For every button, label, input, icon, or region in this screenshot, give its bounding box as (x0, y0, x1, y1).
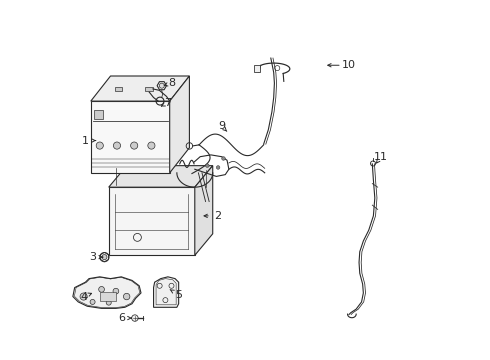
Text: 10: 10 (342, 60, 356, 70)
Text: 8: 8 (168, 78, 175, 88)
Bar (254, 64, 260, 72)
Circle shape (131, 142, 138, 149)
Text: 4: 4 (80, 292, 87, 302)
Circle shape (96, 142, 103, 149)
Polygon shape (109, 166, 213, 187)
Polygon shape (73, 277, 141, 309)
Text: 2: 2 (215, 211, 221, 221)
Circle shape (148, 142, 155, 149)
Polygon shape (91, 101, 170, 173)
Bar (94, 110, 102, 119)
Text: 6: 6 (118, 313, 125, 323)
Circle shape (221, 157, 225, 160)
Text: 7: 7 (164, 98, 171, 108)
Circle shape (100, 252, 109, 262)
Text: 5: 5 (175, 290, 182, 300)
Polygon shape (170, 76, 190, 173)
Polygon shape (153, 277, 179, 307)
Polygon shape (109, 187, 195, 255)
Circle shape (205, 164, 209, 167)
Circle shape (106, 300, 111, 305)
Circle shape (80, 293, 87, 300)
Polygon shape (91, 76, 190, 101)
Bar (145, 87, 153, 91)
Circle shape (102, 255, 107, 260)
Bar (116, 87, 122, 91)
Circle shape (90, 300, 95, 305)
Text: 1: 1 (82, 136, 89, 145)
Circle shape (113, 142, 121, 149)
Text: 9: 9 (218, 121, 225, 131)
Circle shape (159, 83, 164, 88)
Text: 11: 11 (374, 152, 388, 162)
Polygon shape (157, 82, 167, 90)
Text: 3: 3 (89, 252, 96, 262)
Circle shape (113, 288, 119, 294)
Circle shape (123, 293, 130, 300)
Circle shape (98, 287, 104, 292)
Bar (100, 292, 116, 301)
Circle shape (216, 166, 220, 169)
Circle shape (132, 315, 138, 321)
Polygon shape (195, 166, 213, 255)
